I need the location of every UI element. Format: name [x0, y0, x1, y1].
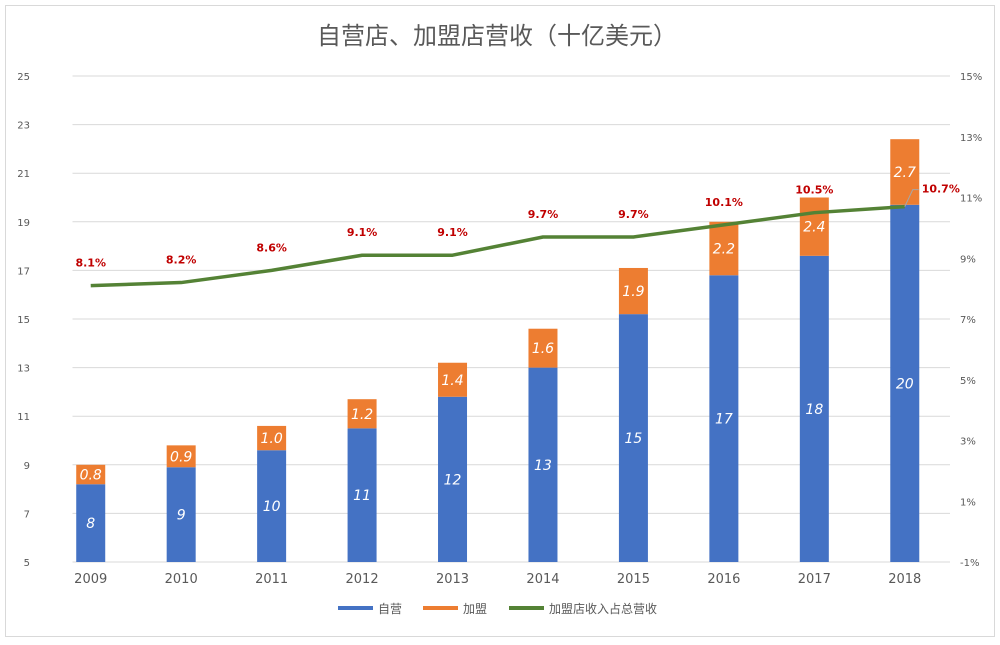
line-data-label: 9.7%: [528, 208, 559, 221]
bar-label-self-operated: 9: [177, 508, 186, 524]
y-left-tick: 15: [17, 315, 30, 326]
y-right-tick: 13%: [960, 133, 982, 144]
bar-self-operated: [166, 467, 196, 562]
x-tick: 2015: [617, 572, 650, 587]
x-tick: 2014: [526, 572, 559, 587]
bar-label-franchise: 0.9: [170, 449, 192, 465]
y-left-tick: 11: [17, 412, 30, 423]
line-data-label: 9.1%: [437, 226, 468, 239]
line-data-label: 10.5%: [795, 184, 833, 197]
y-left-tick: 19: [17, 218, 30, 229]
legend-label: 加盟店收入占总营收: [549, 601, 657, 616]
bar-label-self-operated: 18: [805, 402, 823, 418]
y-left-tick: 21: [17, 169, 30, 180]
x-tick: 2012: [346, 572, 379, 587]
line-franchise-share: [90, 204, 905, 288]
bar-self-operated: [709, 275, 739, 562]
bar-label-self-operated: 17: [715, 412, 733, 428]
x-tick: 2017: [798, 572, 831, 587]
bar-self-operated: [890, 204, 920, 563]
bar-self-operated: [438, 396, 468, 562]
y-right-tick: 3%: [960, 437, 976, 448]
bar-label-self-operated: 20: [896, 376, 914, 392]
bar-self-operated: [618, 314, 648, 562]
legend-swatch: [338, 606, 373, 610]
legend-label: 加盟: [463, 602, 487, 616]
y-right-tick: 5%: [960, 376, 976, 387]
bar-self-operated: [347, 428, 377, 562]
bar-label-franchise: 1.0: [260, 431, 282, 447]
bar-franchise: [347, 399, 377, 429]
line-data-label: 10.7%: [922, 183, 960, 196]
x-tick: 2013: [436, 572, 469, 587]
line-data-label: 9.7%: [618, 208, 649, 221]
bar-franchise: [438, 362, 468, 397]
bar-label-franchise: 1.4: [441, 373, 463, 389]
bar-franchise: [528, 328, 558, 368]
bar-self-operated: [76, 484, 106, 562]
y-left-tick: 9: [24, 461, 30, 472]
bar-franchise: [799, 197, 829, 256]
bar-label-franchise: 0.8: [80, 468, 102, 484]
line-data-label: 8.6%: [256, 241, 287, 254]
y-right-tick: -1%: [960, 558, 979, 569]
line-data-label: 8.1%: [75, 257, 106, 270]
x-tick: 2010: [165, 572, 198, 587]
bar-label-franchise: 1.2: [351, 407, 373, 423]
bar-label-franchise: 1.9: [622, 284, 644, 300]
y-right-tick: 7%: [960, 315, 976, 326]
y-right-tick: 15%: [960, 72, 982, 83]
leader-line: [904, 189, 919, 207]
y-right-tick: 11%: [960, 194, 982, 205]
x-tick: 2011: [255, 572, 288, 587]
line-data-label: 10.1%: [705, 196, 743, 209]
bar-label-self-operated: 8: [86, 516, 95, 532]
bar-label-self-operated: 15: [625, 431, 643, 447]
legend-swatch: [423, 606, 458, 610]
bar-franchise: [890, 139, 920, 205]
y-right-tick: 9%: [960, 254, 976, 265]
bar-label-franchise: 2.4: [803, 220, 825, 236]
y-left-tick: 23: [17, 121, 30, 132]
bar-franchise: [709, 221, 739, 276]
y-left-tick: 7: [24, 509, 30, 520]
bar-label-franchise: 2.7: [894, 165, 916, 181]
line-data-label: 8.2%: [166, 254, 197, 267]
bar-label-self-operated: 13: [534, 458, 552, 474]
x-tick: 2009: [74, 572, 107, 587]
bar-label-self-operated: 10: [263, 499, 281, 515]
y-right-tick: 1%: [960, 497, 976, 508]
bar-franchise: [76, 464, 106, 485]
y-left-tick: 5: [24, 558, 30, 569]
bar-label-franchise: 2.2: [713, 242, 735, 258]
bar-franchise: [166, 445, 196, 468]
bar-self-operated: [528, 367, 558, 562]
bar-franchise: [618, 267, 648, 315]
chart-title: 自营店、加盟店营收（十亿美元）: [317, 22, 677, 50]
bar-label-self-operated: 11: [353, 488, 371, 504]
y-left-tick: 13: [17, 364, 30, 375]
bar-label-self-operated: 12: [444, 472, 462, 488]
x-tick: 2016: [707, 572, 740, 587]
bar-self-operated: [257, 450, 287, 562]
y-left-tick: 25: [17, 72, 30, 83]
bar-self-operated: [799, 255, 829, 562]
legend-swatch: [509, 606, 544, 610]
y-left-tick: 17: [17, 266, 30, 277]
bar-label-franchise: 1.6: [532, 341, 554, 357]
bar-franchise: [257, 425, 287, 451]
legend-label: 自营: [378, 602, 402, 616]
x-tick: 2018: [888, 572, 921, 587]
line-data-label: 9.1%: [347, 226, 378, 239]
